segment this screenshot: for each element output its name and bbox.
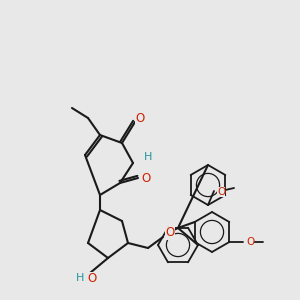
Text: O: O (246, 237, 254, 247)
Text: O: O (135, 112, 145, 125)
Text: O: O (165, 226, 175, 239)
Text: O: O (217, 187, 225, 197)
Text: H: H (144, 152, 152, 162)
Text: H: H (76, 273, 84, 283)
Text: O: O (87, 272, 97, 284)
Text: O: O (141, 172, 151, 184)
